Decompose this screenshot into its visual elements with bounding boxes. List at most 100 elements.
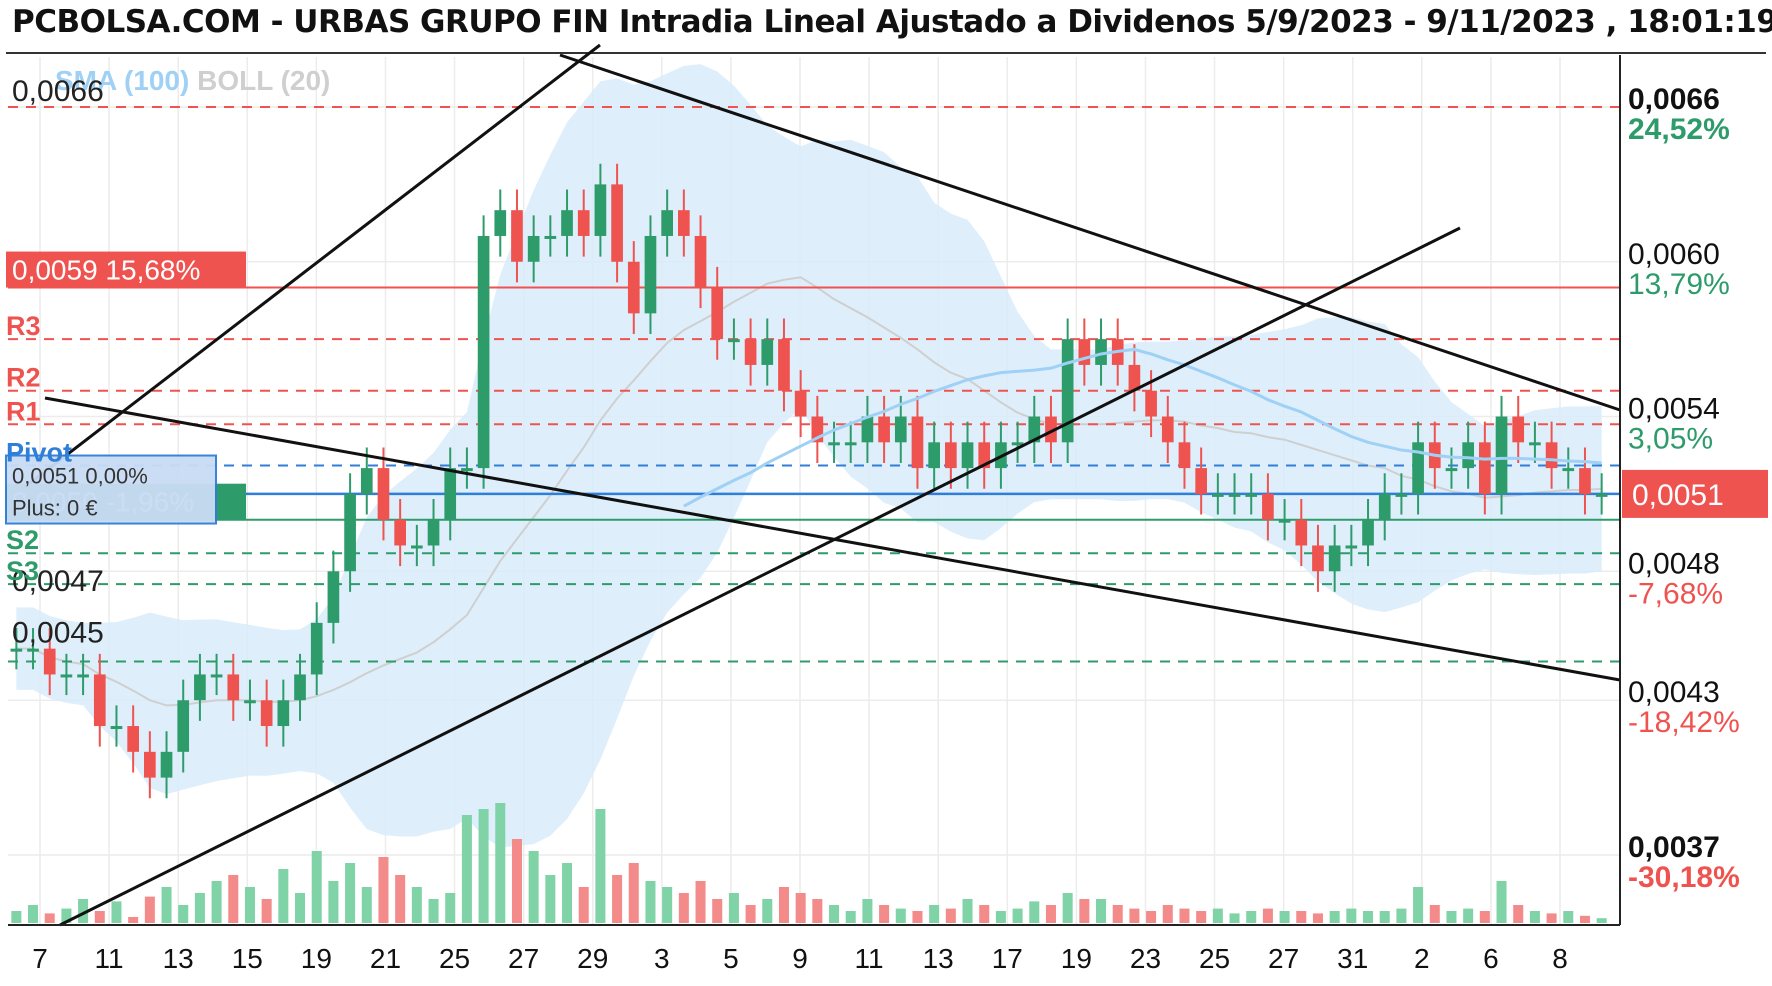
candle-body	[561, 210, 573, 236]
candle-body	[945, 442, 957, 469]
volume-bar	[1546, 913, 1557, 923]
candle-body	[60, 674, 73, 678]
volume-bar	[1229, 913, 1240, 923]
legend-sma: SMA (100)	[55, 65, 197, 96]
candle-body	[511, 210, 523, 262]
candle-body	[1295, 519, 1308, 546]
level-lines	[8, 106, 1620, 663]
x-tick-label: 6	[1483, 943, 1499, 974]
volume-bar	[812, 899, 823, 923]
volume-bar	[11, 911, 22, 923]
candle-body	[110, 726, 123, 730]
right-axis-percent: 24,52%	[1628, 113, 1730, 146]
candle-body	[1579, 468, 1591, 494]
bollinger-band	[16, 64, 1602, 848]
volume-bar	[1062, 893, 1073, 923]
candle-body	[1462, 442, 1474, 469]
candle-body	[1545, 442, 1558, 469]
current-price-tag	[1622, 469, 1768, 518]
volume-bar	[178, 905, 189, 923]
candle-body	[794, 390, 807, 417]
volume-bar	[244, 887, 255, 923]
volume-bar	[61, 908, 72, 923]
candle-body	[811, 416, 824, 443]
candle-body	[1061, 339, 1074, 443]
x-tick-label: 29	[577, 943, 608, 974]
volume-bar	[478, 809, 489, 923]
volume-bar	[295, 893, 306, 923]
candle-body	[1595, 493, 1608, 497]
candle-body	[327, 571, 340, 623]
candle-body	[1128, 364, 1141, 391]
candle-body	[411, 545, 423, 549]
candle-body	[377, 468, 390, 520]
volume-bar	[1579, 915, 1590, 923]
volume-bar	[1212, 908, 1223, 923]
x-tick-label: 9	[792, 943, 808, 974]
trend-line	[7, 43, 601, 502]
volume-bar	[695, 881, 706, 923]
volume-bar	[1513, 905, 1524, 923]
candle-body	[1495, 416, 1508, 494]
volume-bar	[28, 905, 39, 923]
candle-body	[360, 468, 373, 494]
pivot-level-name: R3	[6, 311, 41, 341]
candle-body	[1078, 339, 1091, 365]
candle-body	[744, 339, 757, 365]
volume-bar	[1196, 911, 1207, 923]
x-tick-label: 17	[992, 943, 1023, 974]
x-tick-label: 27	[508, 943, 539, 974]
candle-body	[728, 339, 740, 343]
candle-body	[661, 210, 673, 236]
legend-boll: BOLL (20)	[197, 65, 330, 96]
candle-body	[978, 442, 991, 469]
volume-bar	[1496, 881, 1507, 923]
pivot-box	[5, 454, 217, 525]
pivot-level-name: S2	[6, 525, 39, 555]
candle-body	[778, 339, 790, 391]
volume-bar	[929, 905, 940, 923]
candle-body	[544, 235, 557, 239]
volume-bar	[278, 869, 289, 923]
volume-bar	[1129, 908, 1140, 923]
volume-bar	[228, 875, 239, 923]
volume-bar	[345, 863, 356, 923]
candle-body	[911, 416, 924, 469]
volume-bar	[1463, 908, 1474, 923]
volume-bar	[845, 911, 856, 923]
right-axis-price: 0,0048	[1628, 547, 1720, 580]
candle-body	[1045, 416, 1057, 443]
volume-bar	[1312, 913, 1323, 923]
candle-body	[1562, 468, 1575, 472]
candle-body	[1228, 493, 1241, 497]
volume-bar	[1596, 918, 1607, 923]
right-axis-price: 0,0060	[1628, 238, 1720, 271]
volume-bar	[1112, 905, 1123, 923]
title-divider	[6, 52, 1766, 54]
volume-bar	[1529, 911, 1540, 923]
candle-body	[277, 700, 290, 727]
volume-bar	[762, 899, 773, 923]
x-tick-label: 11	[95, 943, 124, 974]
candle-body	[1145, 390, 1157, 417]
current-price-label: 0,0051	[1632, 479, 1724, 512]
candle-body	[260, 700, 273, 727]
marked-level-box	[6, 251, 246, 288]
candle-body	[844, 442, 857, 446]
candle-body	[10, 648, 23, 652]
candle-body	[961, 442, 974, 469]
volume-bar	[111, 901, 122, 923]
candle-body	[461, 468, 473, 472]
volume-bar	[962, 899, 973, 923]
x-tick-label: 21	[370, 943, 401, 974]
candle-body	[1011, 442, 1024, 446]
volume-bar	[1162, 905, 1173, 923]
candle-body	[627, 261, 640, 314]
candle-body	[294, 674, 306, 701]
volume-bar	[161, 887, 172, 923]
candle-body	[394, 519, 406, 546]
candle-body	[1278, 519, 1291, 523]
candle-body	[577, 210, 590, 236]
volume-bar	[78, 899, 89, 923]
